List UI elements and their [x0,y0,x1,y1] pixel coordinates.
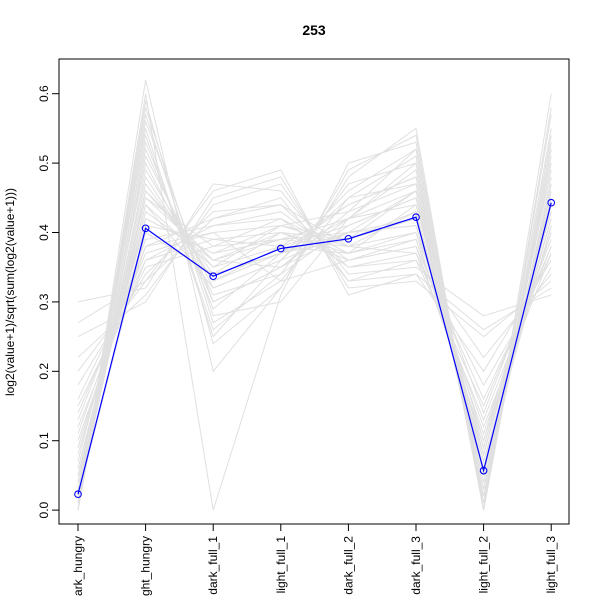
background-series-line [77,204,552,497]
highlight-point [412,213,420,222]
highlight-point [344,234,353,243]
x-tick-label: light_full_3 [544,536,558,594]
x-tick-label: ght_hungry [139,536,153,596]
background-series-line [77,197,552,483]
x-tick-label: dark_full_2 [341,536,355,595]
y-tick-label: 0.2 [37,363,51,380]
y-tick-label: 0.0 [37,501,51,518]
background-series-line [77,231,552,443]
highlight-point [209,272,218,281]
y-axis: 0.0 0.1 0.2 0.3 0.4 0.5 0.6 [37,85,59,518]
y-axis-label: log2(value+1)/sqrt(sum(log2(value+1))) [3,188,17,396]
y-tick-label: 0.3 [37,293,51,310]
y-tick-label: 0.6 [37,85,51,102]
background-series-line [77,119,552,511]
background-series-line [77,218,552,436]
background-series-line [77,225,552,415]
x-tick-label: light_full_2 [477,536,491,594]
chart-title: 253 [302,22,326,38]
plot-frame [58,58,570,525]
x-tick-label: light_full_1 [274,536,288,594]
highlight-series-group [74,198,556,499]
x-tick-label: dark_full_3 [409,536,423,595]
y-tick-label: 0.5 [37,154,51,171]
background-series-line [77,197,552,373]
background-series-line [77,211,552,469]
background-series-line [77,231,552,401]
background-series-line [77,204,552,422]
x-tick-label: dark_full_1 [206,536,220,595]
y-tick-label: 0.4 [37,224,51,241]
highlight-point [74,490,82,499]
highlight-point [276,244,285,253]
x-axis: ark_hungry ght_hungry dark_full_1 light_ful… [71,524,558,596]
background-series-group [77,79,552,511]
highlight-point [141,224,150,233]
highlight-point [479,466,488,475]
y-tick-label: 0.1 [37,432,51,449]
background-series-line [77,196,552,462]
highlight-point [547,198,556,207]
x-tick-label: ark_hungry [71,536,85,596]
background-series-line [77,218,552,450]
highlight-series-line [77,202,552,495]
